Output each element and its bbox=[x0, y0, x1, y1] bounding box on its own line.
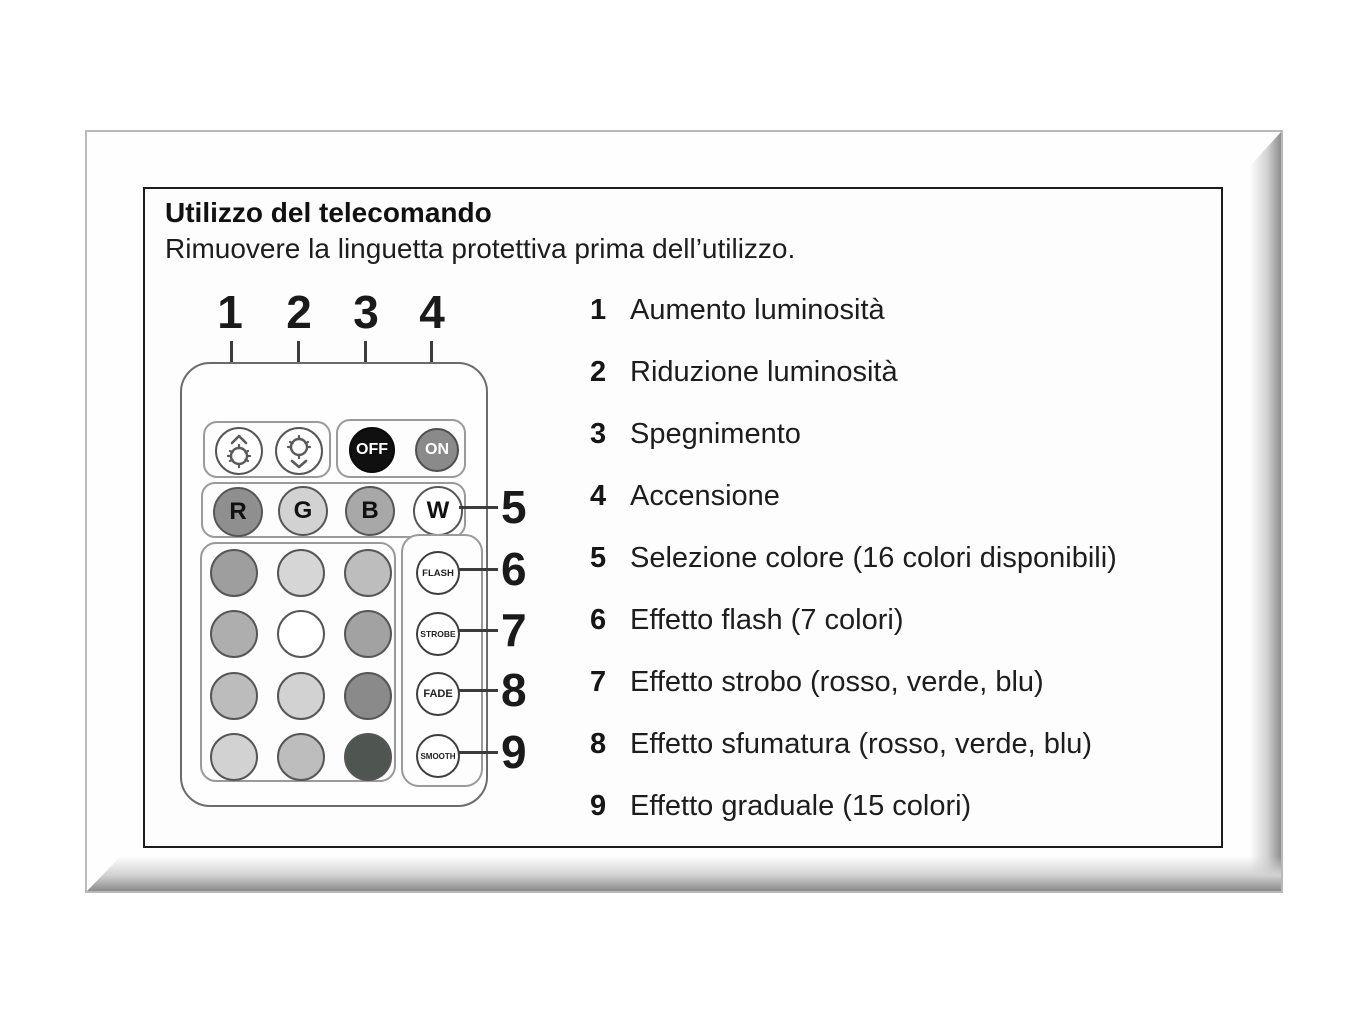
flash-button-label: FLASH bbox=[422, 567, 454, 579]
legend-text: Spegnimento bbox=[630, 417, 801, 450]
strobe-button: STROBE bbox=[416, 612, 460, 656]
callout-line-9 bbox=[459, 751, 498, 754]
brightness-up-icon bbox=[226, 434, 252, 469]
color-button-r: R bbox=[213, 487, 263, 537]
legend-row: 8 Effetto sfumatura (rosso, verde, blu) bbox=[590, 724, 1092, 764]
page-title: Utilizzo del telecomando bbox=[165, 197, 492, 228]
fade-button-label: FADE bbox=[423, 688, 453, 700]
legend-number: 6 bbox=[590, 603, 607, 636]
legend-text: Accensione bbox=[630, 479, 780, 512]
brightness-up-button bbox=[215, 427, 263, 475]
callout-number-4: 4 bbox=[419, 286, 445, 338]
legend-number: 5 bbox=[590, 541, 607, 574]
color-grid-button bbox=[277, 549, 325, 597]
color-button-w: W bbox=[413, 486, 463, 536]
legend-text: Effetto strobo (rosso, verde, blu) bbox=[630, 665, 1044, 698]
page-subtitle: Rimuovere la linguetta protettiva prima … bbox=[165, 233, 796, 264]
callout-line-7 bbox=[459, 629, 498, 632]
legend-number: 7 bbox=[590, 665, 607, 698]
fade-button: FADE bbox=[416, 672, 460, 716]
color-button-g: G bbox=[278, 486, 328, 536]
brightness-down-icon bbox=[286, 434, 312, 469]
callout-line-6 bbox=[459, 568, 498, 571]
legend-row: 1 Aumento luminosità bbox=[590, 290, 885, 330]
callout-number-5: 5 bbox=[501, 481, 527, 533]
callout-number-2: 2 bbox=[286, 286, 312, 338]
callout-line-8 bbox=[459, 689, 498, 692]
legend-number: 2 bbox=[590, 355, 607, 388]
callout-number-9: 9 bbox=[501, 726, 527, 778]
color-grid-button bbox=[277, 672, 325, 720]
off-button: OFF bbox=[349, 427, 395, 473]
color-button-w-label: W bbox=[426, 497, 450, 524]
flash-button: FLASH bbox=[416, 551, 460, 595]
legend-text: Effetto graduale (15 colori) bbox=[630, 789, 972, 822]
on-button: ON bbox=[415, 428, 459, 472]
color-grid-button bbox=[210, 733, 258, 781]
legend-number: 3 bbox=[590, 417, 607, 450]
strobe-button-label: STROBE bbox=[420, 629, 456, 639]
legend-row: 2 Riduzione luminosità bbox=[590, 352, 898, 392]
color-grid-button bbox=[344, 672, 392, 720]
brightness-down-button bbox=[275, 427, 323, 475]
color-button-r-label: R bbox=[229, 498, 247, 525]
legend-row: 7 Effetto strobo (rosso, verde, blu) bbox=[590, 662, 1044, 702]
legend-row: 5 Selezione colore (16 colori disponibil… bbox=[590, 538, 1117, 578]
color-grid-button bbox=[344, 549, 392, 597]
callout-number-3: 3 bbox=[353, 286, 379, 338]
smooth-button-label: SMOOTH bbox=[420, 751, 456, 761]
content-box: Utilizzo del telecomando Rimuovere la li… bbox=[143, 187, 1223, 848]
color-grid-button bbox=[210, 610, 258, 658]
callout-number-8: 8 bbox=[501, 664, 527, 716]
legend-text: Effetto sfumatura (rosso, verde, blu) bbox=[630, 727, 1093, 760]
legend-number: 4 bbox=[590, 479, 607, 512]
rgbw-button-group: R G B W bbox=[201, 482, 466, 538]
legend-number: 9 bbox=[590, 789, 607, 822]
callout-line-5 bbox=[459, 506, 498, 509]
color-grid-button bbox=[277, 610, 325, 658]
legend-row: 3 Spegnimento bbox=[590, 414, 801, 454]
legend-text: Riduzione luminosità bbox=[630, 355, 898, 388]
frame-bevel-bottom bbox=[87, 856, 1281, 891]
on-button-label: ON bbox=[425, 441, 449, 458]
frame-bevel-right bbox=[1250, 132, 1281, 891]
color-button-g-label: G bbox=[293, 497, 313, 524]
brightness-button-group bbox=[203, 421, 331, 478]
smooth-button: SMOOTH bbox=[416, 734, 460, 778]
color-grid-button bbox=[344, 733, 392, 781]
color-grid-button bbox=[210, 672, 258, 720]
legend-number: 8 bbox=[590, 727, 607, 760]
legend-text: Effetto flash (7 colori) bbox=[630, 603, 904, 636]
color-grid-group bbox=[200, 542, 396, 782]
legend-text: Aumento luminosità bbox=[630, 293, 885, 326]
color-grid-button bbox=[210, 549, 258, 597]
color-button-b: B bbox=[345, 486, 395, 536]
power-button-group: OFF ON bbox=[336, 419, 466, 478]
color-grid-button bbox=[344, 610, 392, 658]
color-grid-button bbox=[277, 733, 325, 781]
color-button-b-label: B bbox=[361, 497, 379, 524]
callout-number-1: 1 bbox=[217, 286, 243, 338]
callout-number-6: 6 bbox=[501, 543, 527, 595]
legend-text: Selezione colore (16 colori disponibili) bbox=[630, 541, 1117, 574]
effect-button-group: FLASH STROBE FADE SMOOTH bbox=[401, 534, 483, 787]
legend-row: 4 Accensione bbox=[590, 476, 780, 516]
off-button-label: OFF bbox=[356, 441, 388, 458]
legend-row: 6 Effetto flash (7 colori) bbox=[590, 600, 903, 640]
legend-row: 9 Effetto graduale (15 colori) bbox=[590, 786, 971, 826]
remote-body: OFF ON R G B W bbox=[180, 362, 488, 807]
callout-number-7: 7 bbox=[501, 604, 527, 656]
page-frame: Utilizzo del telecomando Rimuovere la li… bbox=[85, 130, 1283, 893]
legend-number: 1 bbox=[590, 293, 607, 326]
